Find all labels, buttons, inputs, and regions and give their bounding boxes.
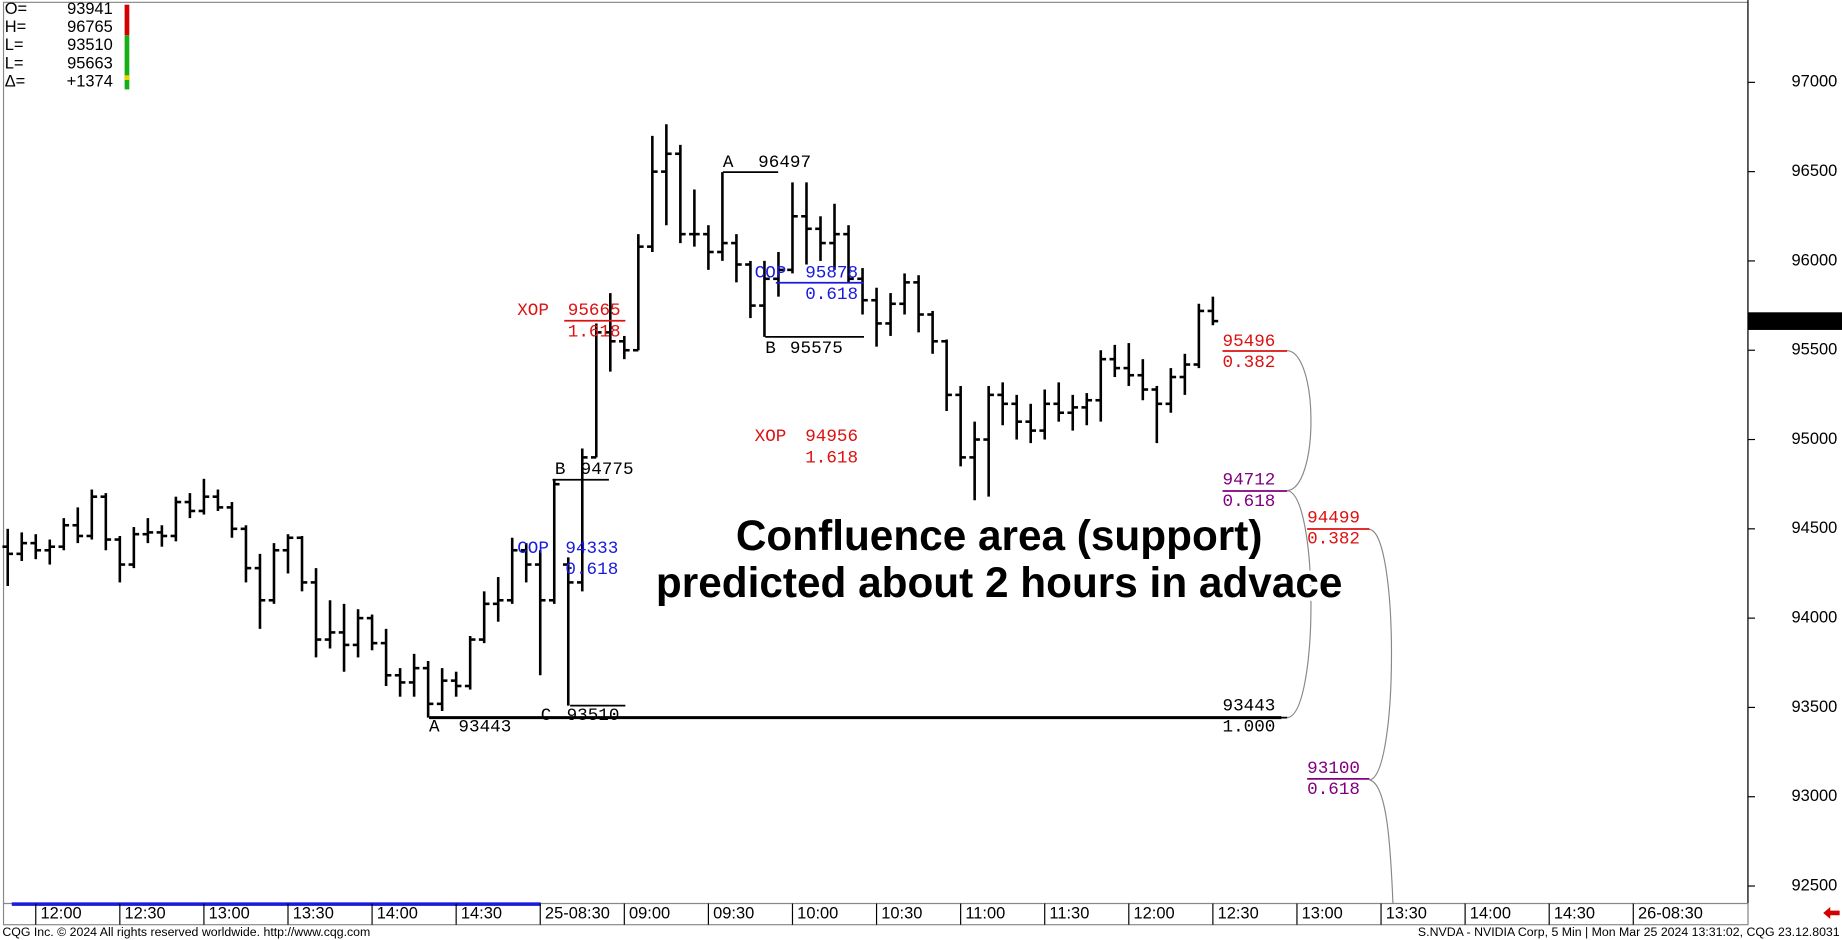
- y-tick-label: 92500: [1792, 876, 1838, 894]
- annotation-price: 93100: [1307, 759, 1360, 779]
- x-tick-label: 13:30: [293, 904, 334, 922]
- annotation-ratio: 1.000: [1223, 718, 1276, 738]
- fib-arcs: [1286, 350, 1394, 904]
- quote-value: 96765: [67, 18, 113, 36]
- arc: [1369, 779, 1394, 904]
- annotation-price: 94333: [565, 539, 618, 559]
- annotation-ratio: 0.382: [1223, 353, 1276, 373]
- annotation-price: 95665: [568, 301, 621, 321]
- annotation-ratio: 0.618: [565, 560, 618, 580]
- x-tick-label: 12:30: [1218, 904, 1259, 922]
- quote-label: L=: [5, 54, 24, 72]
- annotation-price: 95878: [805, 264, 858, 284]
- x-tick-label: 12:30: [125, 904, 166, 922]
- annotation-label: A: [429, 718, 440, 738]
- arc: [1369, 528, 1393, 781]
- annotation-label: C: [541, 706, 552, 726]
- y-tick-label: 95000: [1792, 430, 1838, 448]
- quote-label: O=: [5, 0, 27, 18]
- annotation-price: 93443: [458, 718, 511, 738]
- footer-right: S.NVDA - NVIDIA Corp, 5 Min | Mon Mar 25…: [1418, 925, 1840, 939]
- quote-value: 93941: [67, 0, 113, 18]
- x-tick-label: 14:30: [1554, 904, 1595, 922]
- annotation-ratio: 0.382: [1307, 529, 1360, 549]
- y-tick-label: 96500: [1792, 162, 1838, 180]
- annotation-price: 94712: [1223, 471, 1276, 491]
- annotation-label: XOP: [517, 301, 549, 321]
- annotation-label: XOP: [755, 427, 787, 447]
- x-tick-label: 13:00: [1302, 904, 1343, 922]
- annotation-ratio: 0.618: [1307, 780, 1360, 800]
- callout-line: Confluence area (support): [736, 512, 1263, 559]
- annotation-price: 94499: [1307, 508, 1360, 528]
- quote-label: L=: [5, 36, 24, 54]
- annotation-ratio: 1.618: [805, 448, 858, 468]
- x-tick-label: 14:00: [377, 904, 418, 922]
- quote-bar-red: [124, 4, 130, 36]
- annotation-price: 94956: [805, 427, 858, 447]
- last-price-label: 95663: [1792, 311, 1838, 329]
- x-tick-label: 11:00: [965, 904, 1005, 922]
- annotation-label: A: [723, 153, 734, 173]
- annotation-ratio: 0.618: [805, 285, 858, 305]
- annotation-price: 94775: [581, 460, 634, 480]
- y-tick-label: 96000: [1792, 251, 1838, 269]
- annotation-ratio: 1.618: [568, 322, 621, 342]
- x-tick-label: 25-08:30: [545, 904, 610, 922]
- x-tick-label: 26-08:30: [1638, 904, 1703, 922]
- annotation-label: B: [555, 460, 566, 480]
- x-tick-label: 13:00: [209, 904, 250, 922]
- x-tick-label: 09:30: [713, 904, 754, 922]
- quote-value: +1374: [67, 73, 113, 91]
- last-price-box: [1747, 312, 1842, 330]
- annotation-label: COP: [517, 539, 549, 559]
- quote-label: H=: [5, 18, 26, 36]
- annotation-price: 96497: [758, 153, 811, 173]
- x-tick-label: 13:30: [1386, 904, 1427, 922]
- x-tick-label: 11:30: [1049, 904, 1089, 922]
- x-tick-label: 14:00: [1470, 904, 1511, 922]
- annotation-label: B: [765, 339, 776, 359]
- scroll-arrow[interactable]: [1823, 907, 1840, 919]
- quote-bar-green: [124, 35, 130, 90]
- callout-line: predicted about 2 hours in advace: [656, 559, 1343, 606]
- session-strip: [11, 902, 541, 906]
- y-tick-label: 94000: [1792, 608, 1838, 626]
- quote-value: 95663: [67, 54, 113, 72]
- x-tick-label: 12:00: [40, 904, 81, 922]
- annotation-ratio: 0.618: [1223, 492, 1276, 512]
- x-tick-label: 10:30: [881, 904, 922, 922]
- x-tick-label: 10:00: [797, 904, 838, 922]
- quote-value: 93510: [67, 36, 113, 54]
- annotation-price: 95575: [790, 339, 843, 359]
- annotation-label: COP: [755, 264, 787, 284]
- footer-left: CQG Inc. © 2024 All rights reserved worl…: [2, 925, 370, 939]
- y-tick-label: 97000: [1792, 73, 1838, 91]
- annotation-price: 95496: [1223, 332, 1276, 352]
- annotation-price: 93443: [1223, 697, 1276, 717]
- y-tick-label: 93000: [1792, 787, 1838, 805]
- annotation-price: 93510: [567, 706, 620, 726]
- arc: [1286, 490, 1312, 719]
- time-axis: [2, 902, 1749, 926]
- x-tick-label: 12:00: [1133, 904, 1174, 922]
- y-tick-label: 93500: [1792, 698, 1838, 716]
- quote-bar-mark: [124, 75, 130, 80]
- y-tick-label: 94500: [1792, 519, 1838, 537]
- y-tick-label: 95500: [1792, 341, 1838, 359]
- quote-label: Δ=: [5, 73, 26, 91]
- x-tick-label: 14:30: [461, 904, 502, 922]
- x-tick-label: 09:00: [629, 904, 670, 922]
- arc: [1287, 350, 1312, 492]
